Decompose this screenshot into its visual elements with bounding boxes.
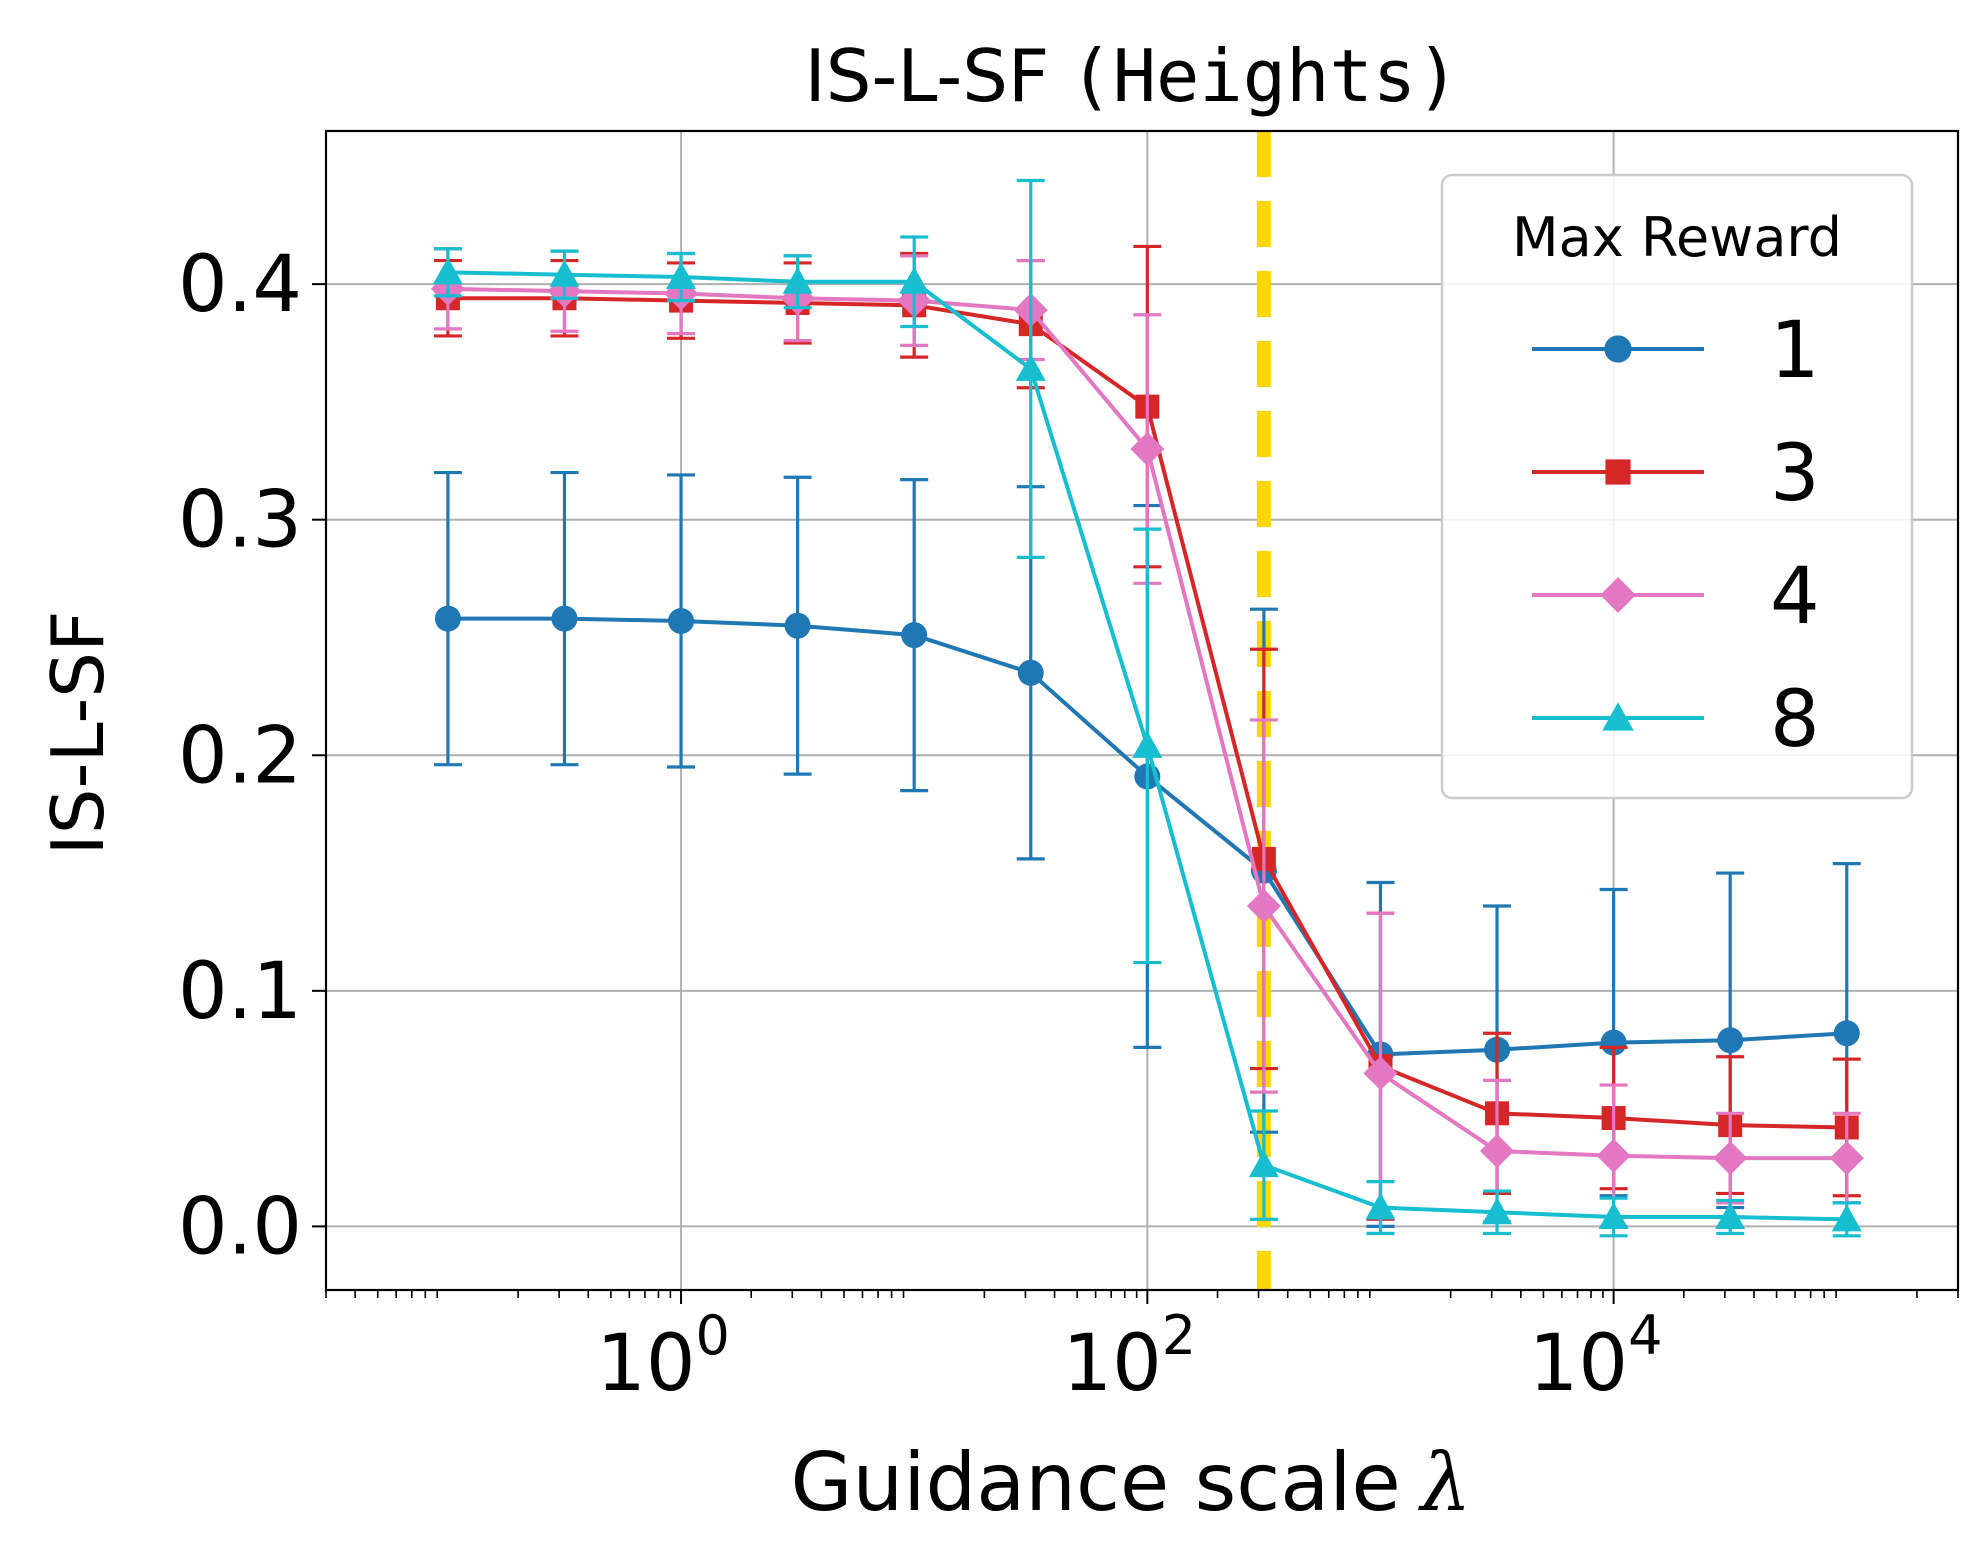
data-point [1482,1197,1513,1225]
legend-entry: 1 [1532,306,1820,396]
x-tick-label-base: 10 [1529,1319,1628,1409]
data-point [1248,1150,1279,1178]
data-point [1015,353,1046,381]
legend-entry: 8 [1532,675,1820,765]
data-point [1480,1134,1515,1169]
y-axis-label: IS-L-SF [36,611,120,856]
y-tick-label: 0.4 [178,240,302,330]
data-point [901,622,928,649]
data-point [1833,1020,1860,1047]
data-point [549,259,580,287]
chart-title-text: IS-L-SF [804,34,1049,118]
data-point [1598,1201,1629,1229]
data-point [1363,1056,1398,1091]
x-tick-label-exponent: 2 [1162,1304,1196,1367]
legend-label: 8 [1770,675,1820,765]
chart-title: IS-L-SF (Heights) [804,34,1459,118]
x-tick-label: 104 [1529,1304,1663,1409]
legend-entry: 4 [1532,552,1820,642]
y-tick-label: 0.3 [178,476,302,566]
x-axis-label-text: Guidance scale [791,1436,1401,1529]
data-point [434,605,461,632]
y-tick-label: 0.1 [178,947,302,1037]
legend-label: 4 [1770,552,1820,642]
y-tick-label: 0.2 [178,711,302,801]
legend-marker [1604,335,1632,363]
legend-box [1440,173,1914,800]
data-point [668,607,695,634]
legend-entry: 3 [1532,429,1820,519]
x-axis-label: Guidance scale λ [791,1436,1472,1529]
data-point [1715,1201,1746,1229]
chart-title-mono: (Heights) [1069,34,1459,118]
data-point [1132,730,1163,758]
series-8 [432,178,1862,1238]
x-tick-label-base: 10 [1063,1319,1162,1409]
series-layer [430,178,1864,1238]
data-point [666,262,697,290]
legend-title: Max Reward [1512,206,1842,269]
legend-label: 1 [1770,306,1820,396]
data-point [1713,1141,1748,1176]
data-point [432,257,463,285]
legend-marker [1600,577,1636,613]
data-point [782,266,813,294]
x-tick-label: 100 [596,1304,730,1409]
y-tick-label: 0.0 [178,1182,302,1272]
x-axis-label-symbol: λ [1418,1436,1472,1529]
data-point [1596,1138,1631,1173]
x-tick-label: 102 [1063,1304,1197,1409]
data-point [1717,1027,1744,1054]
data-point [1831,1204,1862,1232]
legend-marker [1605,459,1631,485]
data-point [1365,1192,1396,1220]
data-point [1017,659,1044,686]
data-point [784,612,811,639]
data-point [1130,432,1165,467]
legend-label: 3 [1770,429,1820,519]
plot-frame [324,129,1960,1292]
legend-marker [1602,702,1634,731]
x-tick-label-base: 10 [596,1319,695,1409]
x-tick-label-exponent: 4 [1628,1304,1662,1367]
data-point [551,605,578,632]
data-point [899,266,930,294]
legend: Max Reward 1 3 4 8 [1440,173,1914,800]
legend-entries: 1 3 4 8 [1532,306,1820,765]
data-point [1600,1029,1627,1056]
data-point [1829,1141,1864,1176]
data-point [1246,889,1281,924]
x-tick-label-exponent: 0 [696,1304,730,1367]
